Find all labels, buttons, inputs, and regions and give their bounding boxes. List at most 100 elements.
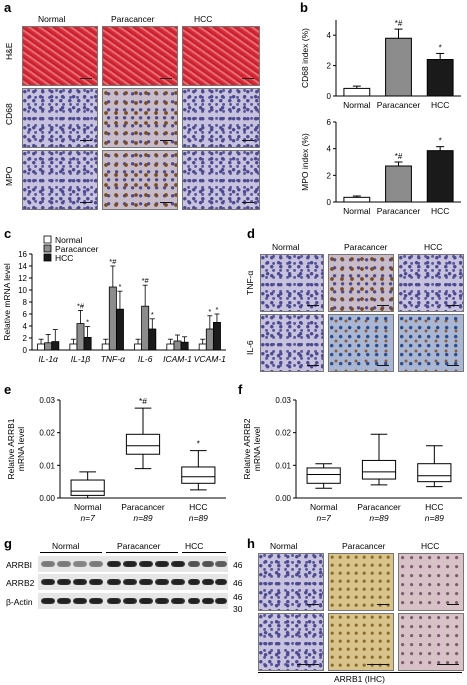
panel-c-bar-normal — [166, 343, 175, 351]
panel-d-col-paracancer: Paracancer — [344, 242, 388, 252]
panel-b-cd68-bar — [426, 59, 454, 97]
panel-c-significance-label: * — [215, 305, 218, 314]
panel-c-bar-paracancer — [205, 328, 214, 351]
panel-c-x-tick-label: VCAM-1 — [194, 354, 226, 364]
panel-h-caption: ARRB1 (IHC) — [334, 674, 386, 684]
panel-c-bar-paracancer — [141, 305, 150, 351]
panel-c-legend-label: Normal — [55, 235, 83, 245]
panel-f-y-tick-label: 0.02 — [275, 429, 291, 438]
panel-f-box — [306, 467, 341, 484]
panel-c-x-tick-label: IL-1α — [38, 354, 59, 364]
panel-f-y-tick-label: 0.03 — [275, 396, 291, 405]
panel-c-bar-hcc — [115, 308, 124, 351]
panel-e-box — [181, 466, 216, 484]
panel-d-il6-paracancer-image — [328, 314, 394, 372]
panel-d-tnf-normal-image — [260, 254, 324, 312]
panel-c-y-tick-label: 16 — [18, 250, 27, 259]
panel-e-y-label-line1: Relative ARRB1 — [6, 418, 16, 479]
panel-c-y-tick-label: 12 — [18, 274, 27, 283]
panel-a-row-cd68: CD68 — [4, 103, 14, 125]
panel-b-mpo-significance-label: * — [439, 137, 442, 146]
panel-d-il6-normal-image — [260, 314, 324, 372]
panel-b-cd68-y-label: CD68 index (%) — [300, 28, 310, 88]
panel-f-chart: 0.00 0.01 0.02 0.03 Relative ARRB2 mRNA level… — [242, 396, 462, 523]
panel-g-mw-arrb1: 46 — [233, 560, 243, 570]
panel-a-mpo-normal-image — [22, 150, 98, 210]
panel-g-blot-arrb2 — [38, 574, 228, 590]
panel-e-box — [70, 479, 105, 496]
panel-h-caption-line — [258, 672, 462, 673]
panel-e-box — [125, 433, 161, 455]
panel-c-bar-paracancer — [108, 286, 117, 351]
panel-c-y-tick-label: 10 — [18, 286, 27, 295]
panel-a-label: a — [4, 0, 12, 15]
panel-h-label: h — [247, 536, 255, 551]
panel-d-label: d — [247, 226, 255, 241]
panel-c-bar-hcc — [83, 337, 92, 351]
panel-d-row-il6: IL-6 — [245, 340, 255, 355]
panel-b-mpo-bar — [426, 150, 454, 203]
panel-e-significance-label: *# — [139, 396, 147, 406]
panel-e-y-tick-label: 0.03 — [39, 396, 55, 405]
panel-b-bottom-chart: 0 2 4 6 MPO index (%) Normal *# Paracancer * HCC — [300, 118, 461, 216]
panel-g-row-arrb2: ARRB2 — [6, 578, 35, 588]
panel-c-bar-normal — [134, 343, 143, 351]
panel-c-y-tick-label: 14 — [18, 262, 27, 271]
panel-f-x-tick-label: HCC — [425, 502, 443, 512]
panel-g-group-paracancer: Paracancer — [117, 541, 161, 551]
panel-a-he-normal-image — [22, 26, 98, 86]
panel-e-n-label: n=89 — [189, 513, 208, 523]
panel-c-bar-hcc — [180, 341, 189, 351]
panel-c-legend-swatch — [43, 244, 52, 253]
panel-c-bar-hcc — [148, 328, 157, 351]
panel-g-mw-actin: 46 — [233, 592, 243, 602]
panel-b-mpo-x-tick-label: HCC — [431, 206, 449, 216]
panel-c-significance-label: * — [86, 318, 89, 327]
panel-e-n-label: n=7 — [80, 513, 95, 523]
panel-c-bar-paracancer — [76, 323, 85, 351]
panel-a-col-normal: Normal — [38, 14, 66, 24]
panel-c-bar-normal — [198, 343, 207, 351]
panel-e-significance-label: * — [197, 439, 201, 449]
panel-f-y-label-line2: mRNA level — [252, 427, 262, 472]
panel-g-paracancer-bracket — [106, 552, 178, 553]
panel-h-normal-image-2 — [258, 613, 324, 671]
panel-c-bar-paracancer — [44, 342, 53, 351]
panel-e-x-tick-label: HCC — [189, 502, 207, 512]
panel-c-x-tick-label: ICAM-1 — [163, 354, 192, 364]
panel-f-label: f — [238, 382, 243, 397]
panel-a-cd68-hcc-image — [182, 88, 260, 148]
panel-h-col-hcc: HCC — [421, 541, 440, 551]
panel-d-col-normal: Normal — [272, 242, 300, 252]
panel-e-x-tick-label: Normal — [74, 502, 102, 512]
panel-g-blot-arrb1 — [38, 556, 228, 572]
panel-h-col-paracancer: Paracancer — [342, 541, 386, 551]
panel-a-cd68-paracancer-image — [102, 88, 178, 148]
panel-f-y-tick-label: 0.01 — [275, 461, 291, 470]
panel-g-hcc-bracket — [182, 552, 226, 553]
panel-g-row-arrb1: ARRBI — [6, 560, 32, 570]
panel-b-cd68-bar — [343, 87, 371, 97]
panel-c-significance-label: * — [151, 310, 154, 319]
panel-f-box — [361, 459, 397, 480]
panel-e-y-tick-label: 0.02 — [39, 429, 55, 438]
panel-e-chart: 0.00 0.01 0.02 0.03 Relative ARRB1 mRNA level… — [6, 396, 226, 523]
panel-c-significance-label: *# — [142, 276, 150, 285]
panel-c-bar-normal — [69, 343, 78, 351]
panel-g-row-actin: β-Actin — [6, 597, 33, 607]
panel-e-y-tick-label: 0.00 — [39, 494, 55, 503]
panel-h-paracancer-image-1 — [328, 553, 394, 611]
panel-d-il6-hcc-image — [398, 314, 464, 372]
panel-h-col-normal: Normal — [270, 541, 298, 551]
panel-c-y-tick-label: 2 — [23, 334, 28, 343]
panel-h-hcc-image-1 — [398, 553, 464, 611]
panel-a-mpo-hcc-image — [182, 150, 260, 210]
panel-c-bar-hcc — [212, 322, 221, 351]
panel-e-y-label-line2: mRNA level — [16, 427, 26, 472]
panel-c-x-tick-label: IL-6 — [138, 354, 153, 364]
panel-f-y-tick-label: 0.00 — [275, 494, 291, 503]
panel-c-y-tick-label: 6 — [23, 310, 28, 319]
panel-a-col-paracancer: Paracancer — [111, 14, 155, 24]
panel-c-bar-normal — [37, 343, 46, 351]
